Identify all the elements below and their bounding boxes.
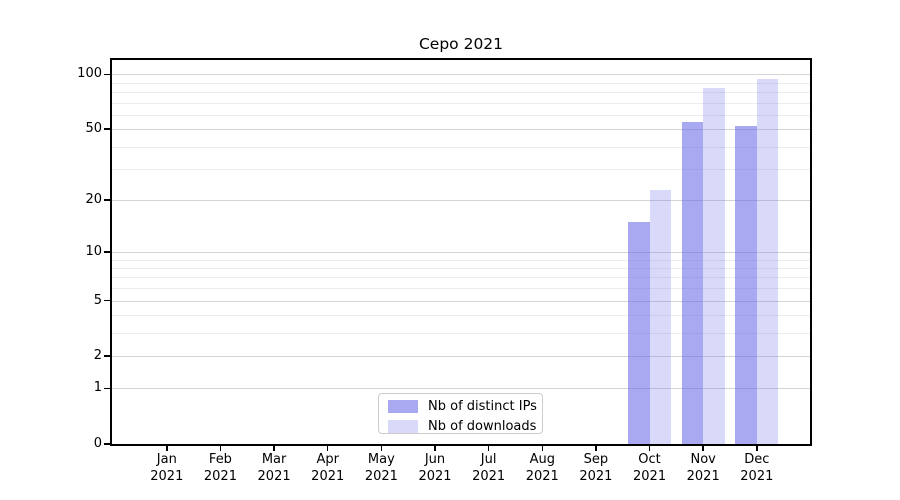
x-axis-tick — [648, 446, 651, 451]
legend: Nb of distinct IPs Nb of downloads — [378, 393, 543, 434]
y-axis-tick — [104, 128, 110, 130]
y-tick-label: 2 — [93, 348, 102, 364]
x-tick-label: Nov 2021 — [686, 452, 720, 484]
minor-gridline — [112, 259, 810, 261]
legend-item-distinct-ips: Nb of distinct IPs — [379, 398, 542, 415]
x-tick-label: Mar 2021 — [257, 452, 291, 484]
bar-distinct-ips — [628, 221, 650, 444]
legend-label-distinct-ips: Nb of distinct IPs — [428, 399, 537, 414]
x-axis-tick — [326, 446, 329, 451]
y-axis-tick — [104, 199, 110, 201]
chart-title: Cepo 2021 — [418, 35, 504, 53]
major-gridline — [112, 388, 810, 390]
minor-gridline — [112, 114, 810, 116]
y-axis-tick — [104, 443, 110, 445]
major-gridline — [112, 300, 810, 302]
minor-gridline — [112, 102, 810, 104]
minor-gridline — [112, 277, 810, 279]
x-tick-label: Oct 2021 — [633, 452, 667, 484]
x-axis-tick — [756, 446, 758, 451]
legend-swatch-downloads — [388, 420, 418, 433]
bar-distinct-ips — [735, 126, 757, 444]
x-tick-label: Dec 2021 — [740, 452, 774, 484]
x-tick-label: Apr 2021 — [311, 452, 345, 484]
x-axis-tick — [487, 446, 490, 451]
legend-label-downloads: Nb of downloads — [428, 419, 537, 434]
y-axis-tick — [104, 387, 110, 390]
minor-gridline — [112, 146, 810, 148]
x-axis-tick — [380, 446, 383, 451]
y-axis-tick — [104, 73, 110, 76]
x-axis-tick — [219, 446, 222, 451]
major-gridline — [112, 200, 810, 202]
x-axis-tick — [541, 446, 544, 451]
y-axis-tick — [104, 355, 110, 357]
y-tick-label: 10 — [85, 244, 102, 259]
minor-gridline — [112, 82, 810, 84]
x-axis-tick — [273, 446, 275, 451]
y-axis-tick — [104, 299, 110, 302]
minor-gridline — [112, 92, 810, 94]
x-tick-label: Jan 2021 — [150, 452, 184, 484]
major-gridline — [112, 356, 810, 358]
major-gridline — [112, 129, 810, 131]
major-gridline — [112, 252, 810, 253]
y-tick-label: 0 — [93, 436, 102, 451]
y-tick-label: 20 — [85, 192, 102, 208]
y-tick-label: 50 — [85, 121, 102, 137]
bar-downloads — [756, 78, 779, 444]
bar-downloads — [649, 189, 671, 444]
minor-gridline — [112, 268, 810, 270]
x-axis-tick — [434, 446, 436, 451]
x-tick-label: Feb 2021 — [203, 452, 237, 484]
x-tick-label: Sep 2021 — [579, 452, 613, 484]
bar-distinct-ips — [681, 121, 704, 444]
y-tick-label: 100 — [77, 66, 102, 82]
minor-gridline — [112, 332, 810, 334]
legend-item-downloads: Nb of downloads — [379, 418, 542, 435]
y-tick-label: 5 — [93, 292, 102, 308]
plot-area — [110, 58, 812, 446]
minor-gridline — [112, 169, 810, 171]
x-tick-label: Aug 2021 — [525, 452, 559, 484]
minor-gridline — [112, 315, 810, 317]
x-tick-label: May 2021 — [364, 452, 398, 484]
x-tick-label: Jul 2021 — [472, 452, 506, 484]
bar-downloads — [703, 88, 725, 444]
legend-swatch-distinct-ips — [388, 400, 418, 413]
x-axis-tick — [702, 446, 704, 451]
major-gridline — [112, 74, 810, 76]
y-axis-tick — [104, 251, 110, 253]
y-tick-label: 1 — [93, 380, 102, 396]
x-axis-tick — [166, 446, 168, 451]
plot-inner — [112, 60, 810, 444]
x-axis-tick — [595, 446, 597, 451]
x-tick-label: Jun 2021 — [418, 452, 452, 484]
minor-gridline — [112, 288, 810, 290]
